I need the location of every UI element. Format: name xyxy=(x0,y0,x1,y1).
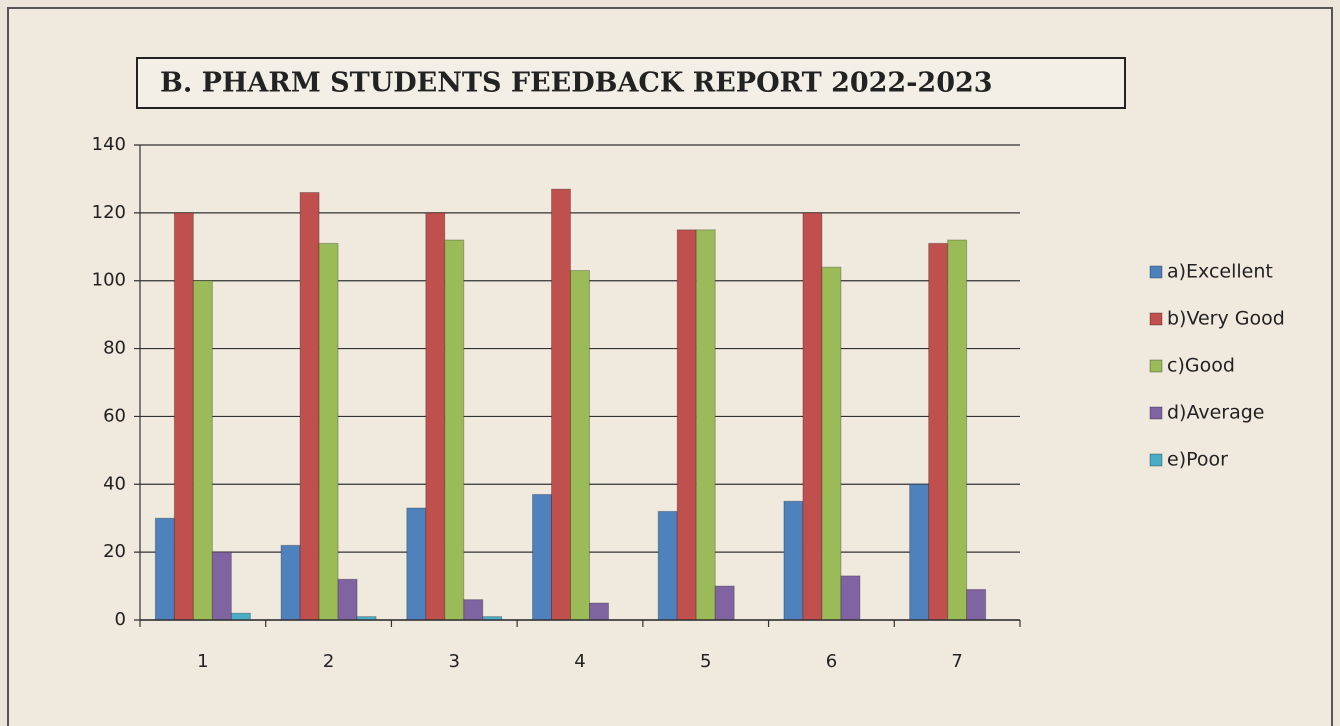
bar xyxy=(318,242,339,621)
x-tick-label: 2 xyxy=(323,651,334,672)
bar xyxy=(230,612,251,621)
legend-label: d)Average xyxy=(1167,402,1265,424)
x-tick-label: 4 xyxy=(574,651,585,672)
legend-swatch xyxy=(1149,359,1163,373)
bar xyxy=(173,212,194,621)
legend-swatch xyxy=(1149,312,1163,326)
x-tick-label: 6 xyxy=(826,651,837,672)
x-tick-label: 7 xyxy=(951,651,962,672)
legend-label: b)Very Good xyxy=(1167,308,1285,330)
bar xyxy=(551,188,571,621)
bar xyxy=(425,212,446,621)
bar xyxy=(840,575,861,621)
y-tick-label: 140 xyxy=(92,134,126,155)
bar xyxy=(154,517,175,621)
bar xyxy=(280,544,301,621)
x-tick-label: 3 xyxy=(449,651,460,672)
legend-label: e)Poor xyxy=(1167,449,1228,471)
bar xyxy=(211,551,232,621)
bar xyxy=(406,507,427,621)
bar xyxy=(821,266,842,621)
legend-label: c)Good xyxy=(1167,355,1235,377)
y-tick-label: 20 xyxy=(103,541,126,562)
bar xyxy=(532,493,552,621)
legend-swatch xyxy=(1149,265,1163,279)
legend-swatch xyxy=(1149,406,1163,420)
bar xyxy=(570,270,590,621)
bar xyxy=(657,510,678,621)
bar xyxy=(802,212,823,621)
title-box xyxy=(136,57,1126,109)
bar xyxy=(676,229,697,621)
bar xyxy=(909,483,930,621)
bar xyxy=(695,229,716,621)
y-tick-label: 80 xyxy=(103,338,126,359)
bar xyxy=(947,239,968,621)
bar xyxy=(966,588,987,621)
chart-title: B. PHARM STUDENTS FEEDBACK REPORT 2022-2… xyxy=(160,68,993,99)
y-tick-label: 0 xyxy=(115,609,126,630)
bar xyxy=(928,242,949,621)
bar xyxy=(589,602,609,621)
legend-label: a)Excellent xyxy=(1167,261,1273,283)
y-tick-label: 60 xyxy=(103,405,126,426)
y-tick-label: 100 xyxy=(92,270,126,291)
y-tick-label: 40 xyxy=(103,473,126,494)
x-tick-label: 1 xyxy=(197,651,208,672)
bar xyxy=(444,239,465,621)
bar xyxy=(463,599,484,621)
y-tick-label: 120 xyxy=(92,202,126,223)
bar xyxy=(299,192,320,621)
bar xyxy=(783,500,804,621)
legend-swatch xyxy=(1149,453,1163,467)
bar xyxy=(192,280,213,621)
bar xyxy=(714,585,735,621)
bar xyxy=(337,578,358,621)
x-tick-label: 5 xyxy=(700,651,711,672)
